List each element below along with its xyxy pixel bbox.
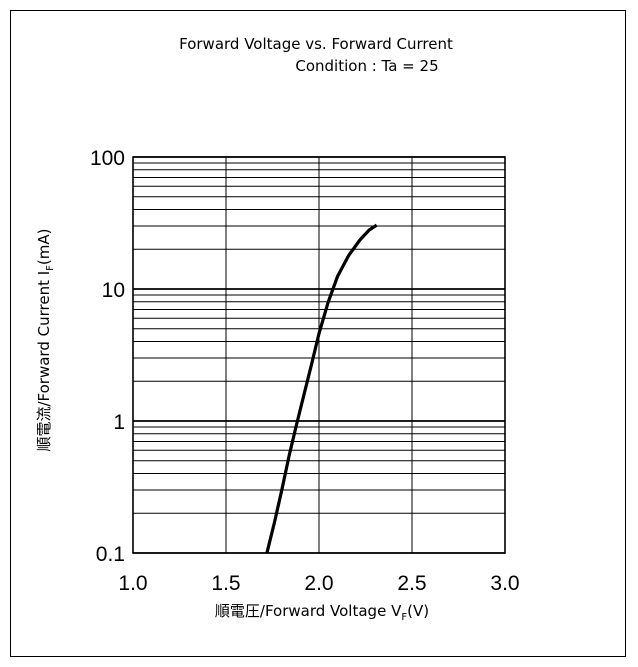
y-axis-title: 順電流/Forward Current IF(mA) xyxy=(35,228,56,451)
x-tick-label: 2.5 xyxy=(397,572,426,595)
plot-area-border xyxy=(132,156,506,554)
y-tick-label: 10 xyxy=(102,279,125,302)
y-tick-label: 0.1 xyxy=(96,543,125,566)
tick-labels: 1.0 1.5 2.0 2.5 3.0 0.1 1 10 100 xyxy=(90,147,520,595)
figure-frame xyxy=(10,10,626,657)
chart-title: Forward Voltage vs. Forward Current xyxy=(179,35,453,53)
x-tick-label: 1.0 xyxy=(118,572,147,595)
series-line xyxy=(265,223,378,554)
x-axis-title: 順電圧/Forward Voltage VF(V) xyxy=(215,602,429,623)
series-group xyxy=(265,223,378,554)
y-tick-label: 1 xyxy=(113,411,125,434)
grid xyxy=(132,156,506,554)
y-tick-label: 100 xyxy=(90,147,125,170)
chart-subtitle: Condition : Ta = 25 xyxy=(295,57,439,75)
x-tick-label: 3.0 xyxy=(490,572,519,595)
x-tick-label: 2.0 xyxy=(304,572,333,595)
x-tick-label: 1.5 xyxy=(211,572,240,595)
